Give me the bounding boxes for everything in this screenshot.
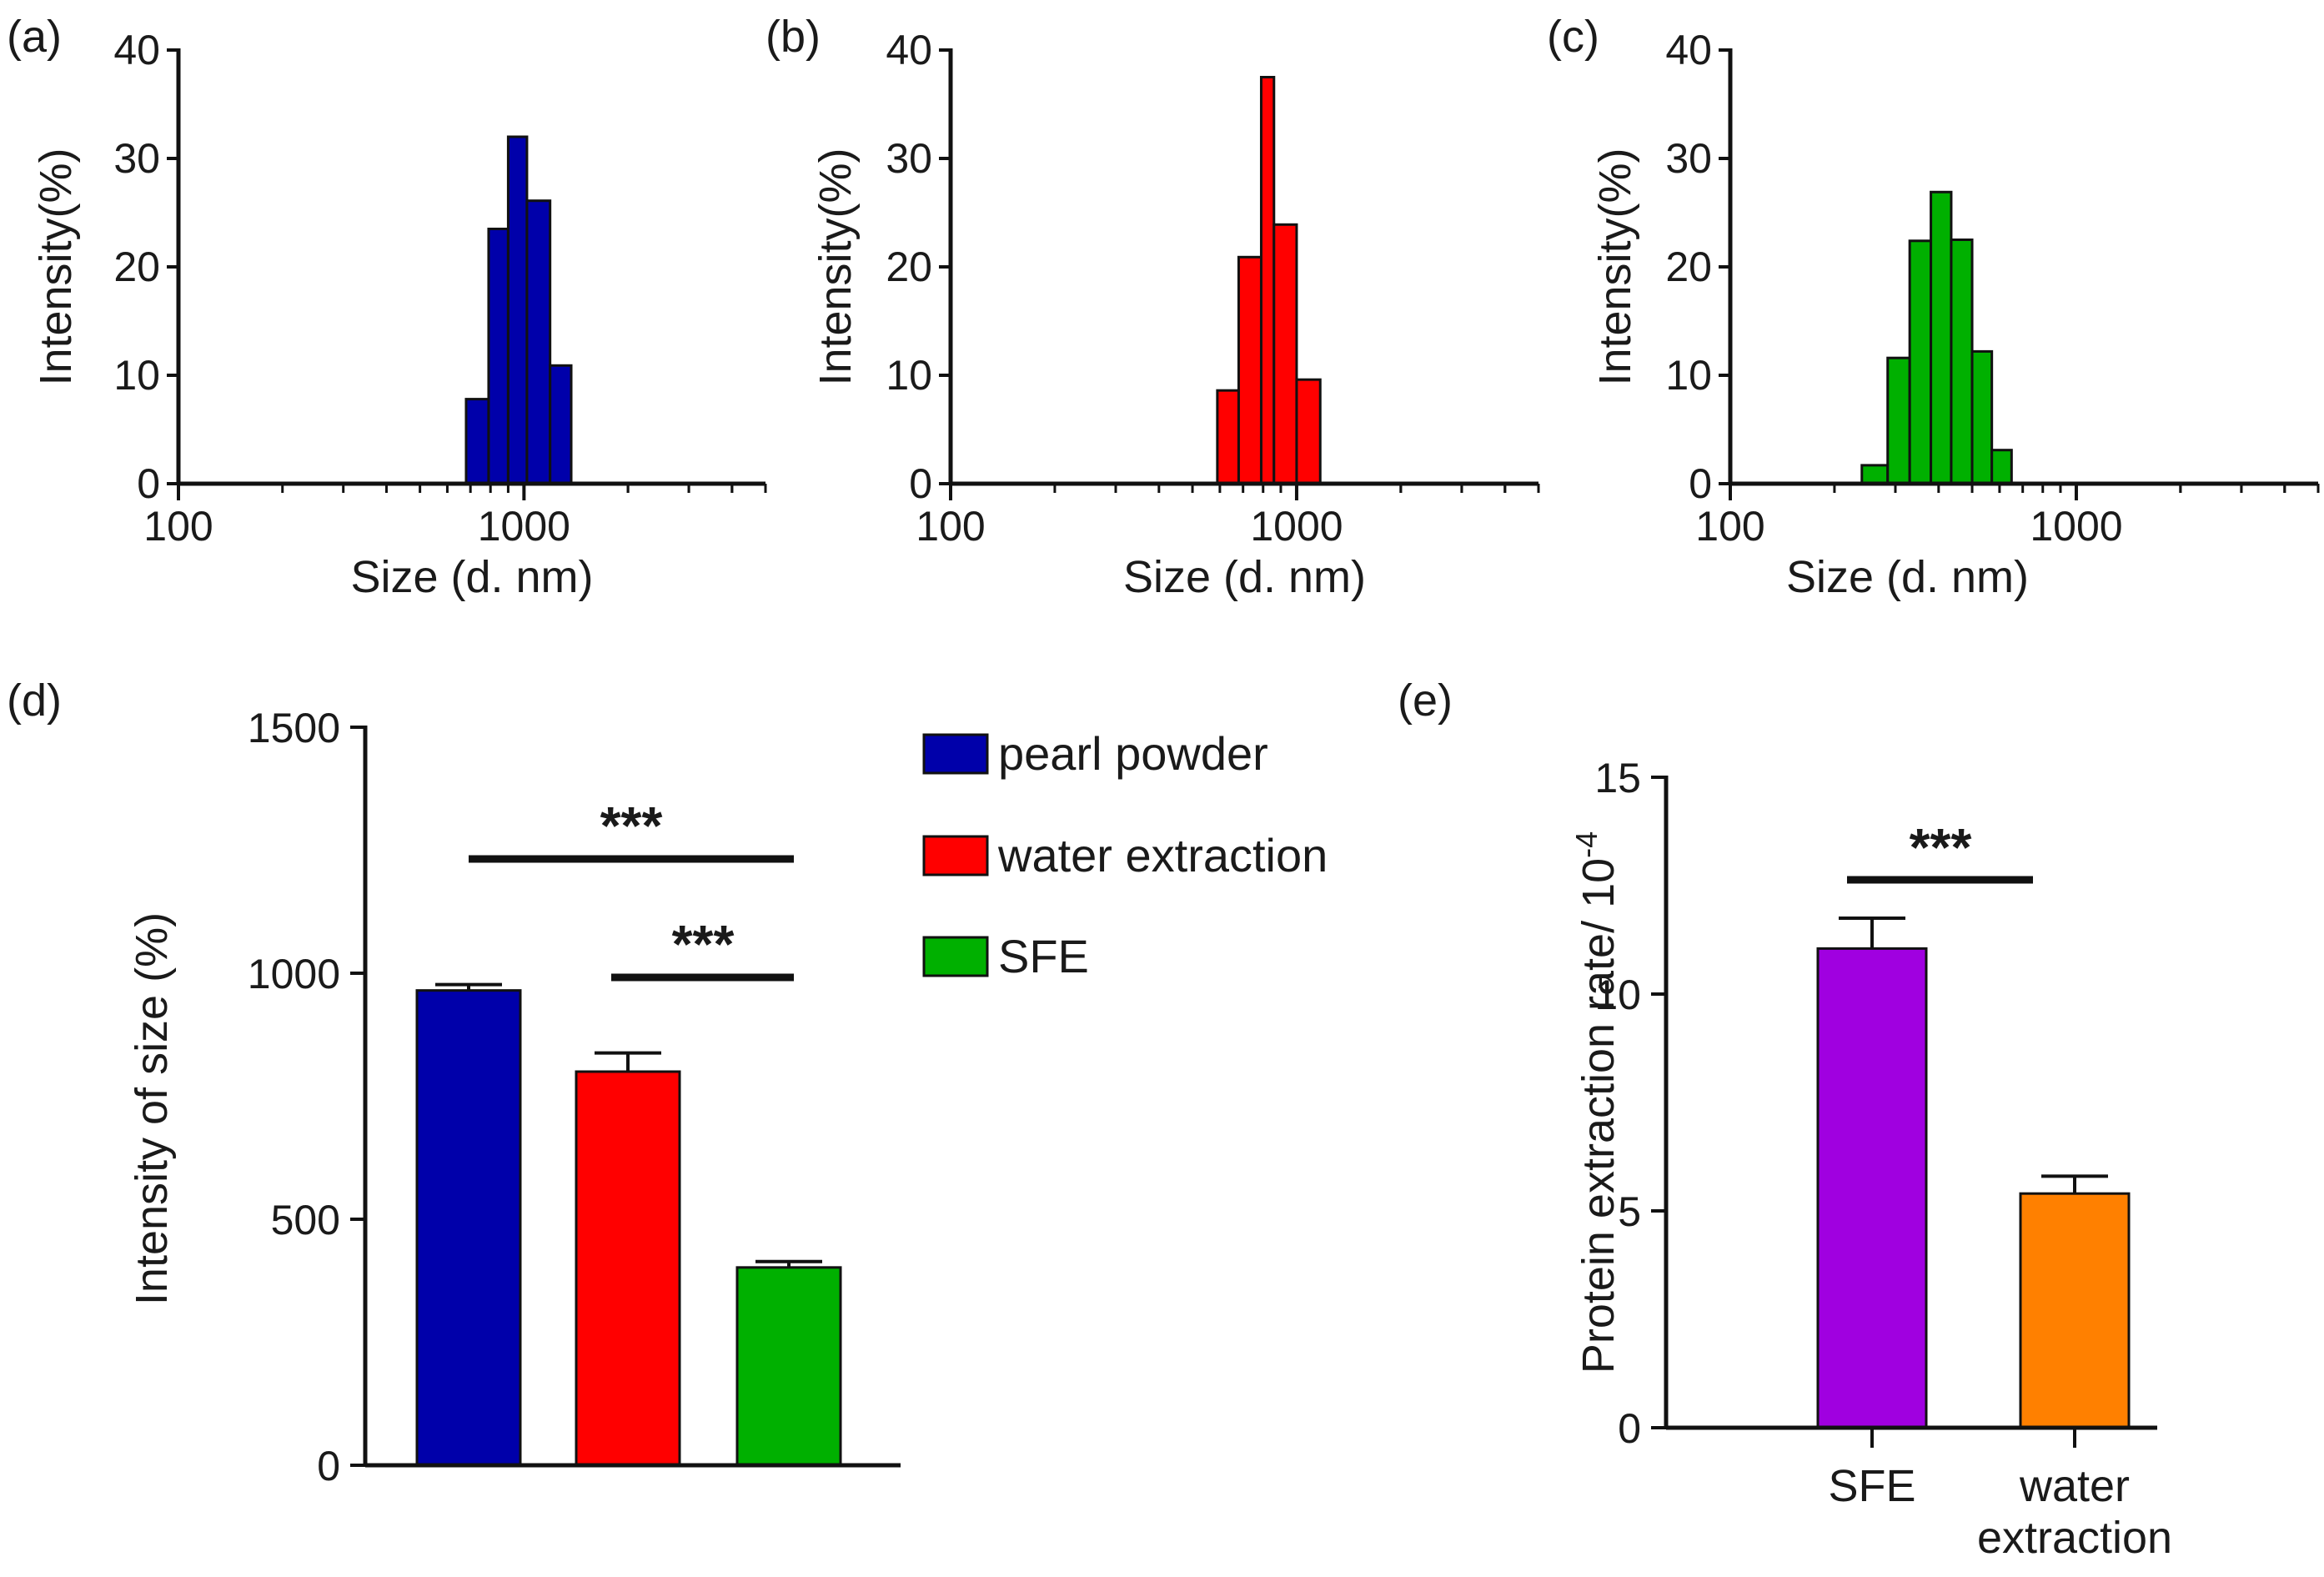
x-axis-label: Size (d. nm) — [350, 552, 593, 602]
y-tick-label: 40 — [1665, 27, 1712, 73]
legend-swatch — [922, 936, 989, 977]
legend-label: water extraction — [997, 829, 1328, 881]
y-tick-label: 10 — [1665, 352, 1712, 399]
histogram-bar — [1216, 389, 1240, 485]
panel-label: (b) — [765, 12, 821, 62]
panel-label: (d) — [7, 675, 62, 726]
bar-1 — [1816, 947, 1928, 1429]
histogram-bar — [1295, 378, 1322, 485]
y-tick-label: 0 — [909, 460, 932, 507]
histogram-bar — [1908, 239, 1933, 485]
significance-label: *** — [600, 796, 663, 856]
histogram-bar — [1990, 449, 2013, 485]
y-tick-label: 5 — [1618, 1188, 1641, 1235]
y-tick-label: 15 — [1594, 755, 1641, 801]
histogram-bar — [549, 364, 573, 485]
x-tick-label: SFE — [1828, 1461, 1915, 1511]
histogram-bar — [1237, 255, 1262, 485]
significance-label: *** — [1910, 817, 1972, 877]
y-axis-label: Intensity(%) — [31, 148, 81, 385]
y-tick-label: 40 — [886, 27, 932, 73]
bar-3 — [735, 1266, 842, 1467]
y-axis-label: Intensity(%) — [1590, 148, 1640, 385]
error-bar — [1839, 917, 1905, 949]
x-axis-label: Size (d. nm) — [1123, 552, 1366, 602]
y-axis-label: Intensity of size (%) — [127, 912, 177, 1305]
significance-label: *** — [672, 914, 735, 974]
histogram-bar — [1860, 464, 1890, 485]
bar-panel-d: 0 500 1000 1500 Intensity of size (%) (d) ****… — [7, 675, 1328, 1489]
y-tick-label: 0 — [1689, 460, 1712, 507]
legend-label: SFE — [998, 930, 1089, 982]
error-bar — [2041, 1174, 2108, 1194]
x-tick-label: water — [2019, 1461, 2130, 1511]
legend-label: pearl powder — [998, 727, 1268, 780]
y-axis-label-main: Protein extraction rate/ 10 — [1574, 858, 1624, 1374]
x-axis-label: Size (d. nm) — [1786, 552, 2029, 602]
y-tick-label: 1500 — [248, 705, 340, 751]
histogram-bar — [506, 135, 529, 485]
y-tick-label: 30 — [886, 135, 932, 182]
x-tick-label: 100 — [143, 503, 213, 550]
bar-2 — [2019, 1192, 2131, 1429]
histogram-bar — [1970, 349, 1994, 485]
panel-label: (a) — [7, 12, 62, 62]
x-tick-label: 1000 — [2030, 503, 2122, 550]
y-tick-label: 30 — [113, 135, 160, 182]
y-tick-label: 20 — [886, 244, 932, 290]
legend-swatch — [922, 835, 989, 876]
histogram-bar — [487, 228, 509, 485]
y-tick-label: 20 — [113, 244, 160, 290]
legend: pearl powder water extraction SFE — [922, 727, 1328, 982]
histogram-bar — [1930, 190, 1953, 485]
histogram-bar — [464, 398, 490, 485]
y-tick-label: 30 — [1665, 135, 1712, 182]
histogram-bar — [1886, 356, 1911, 485]
error-bar — [595, 1051, 661, 1072]
y-axis-label-exponent: -4 — [1569, 831, 1604, 858]
x-tick-label: extraction — [1977, 1513, 2172, 1563]
histogram-bar — [1259, 76, 1276, 485]
histogram-bar — [1272, 223, 1298, 485]
y-tick-label: 10 — [1594, 972, 1641, 1018]
legend-swatch — [922, 733, 989, 775]
y-tick-label: 0 — [317, 1443, 340, 1489]
x-tick-label: 1000 — [1250, 503, 1343, 550]
y-axis-label: Intensity(%) — [811, 148, 861, 385]
y-tick-label: 0 — [137, 460, 160, 507]
y-tick-label: 10 — [886, 352, 932, 399]
y-tick-label: 40 — [113, 27, 160, 73]
y-tick-label: 20 — [1665, 244, 1712, 290]
y-tick-label: 0 — [1618, 1405, 1641, 1452]
panel-label: (c) — [1547, 12, 1599, 62]
panel-label: (e) — [1398, 675, 1453, 726]
y-tick-label: 10 — [113, 352, 160, 399]
bar-1 — [415, 989, 522, 1467]
y-tick-label: 500 — [271, 1197, 340, 1243]
y-tick-label: 1000 — [248, 951, 340, 997]
x-tick-label: 100 — [1695, 503, 1764, 550]
histogram-bar — [1950, 239, 1974, 485]
x-tick-label: 100 — [916, 503, 985, 550]
bar-2 — [575, 1070, 681, 1467]
x-tick-label: 1000 — [478, 503, 570, 550]
histogram-bar — [525, 199, 552, 485]
y-axis-label: Protein extraction rate/ 10-4 — [1569, 831, 1624, 1374]
